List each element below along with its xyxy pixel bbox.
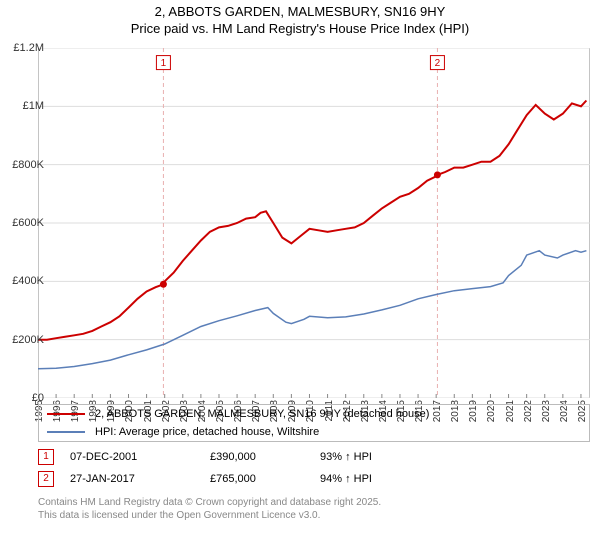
transaction-marker: 2 [38,471,54,487]
y-tick-label: £400K [12,275,44,287]
svg-text:2: 2 [435,58,441,69]
transaction-price: £765,000 [210,473,320,485]
legend-label: HPI: Average price, detached house, Wilt… [95,426,319,438]
legend-swatch [47,431,85,433]
y-tick-label: £200K [12,334,44,346]
transaction-pct: 94% ↑ HPI [320,473,420,485]
transaction-price: £390,000 [210,451,320,463]
y-tick-label: £600K [12,217,44,229]
title-line-1: 2, ABBOTS GARDEN, MALMESBURY, SN16 9HY [0,4,600,21]
y-tick-label: £1.2M [13,42,44,54]
chart-container: 2, ABBOTS GARDEN, MALMESBURY, SN16 9HY P… [0,0,600,560]
legend-item: 2, ABBOTS GARDEN, MALMESBURY, SN16 9HY (… [39,405,589,423]
legend-label: 2, ABBOTS GARDEN, MALMESBURY, SN16 9HY (… [95,408,429,420]
legend-item: HPI: Average price, detached house, Wilt… [39,423,589,441]
chart-svg: 12 [38,48,590,398]
legend-swatch [47,413,85,415]
y-tick-label: £1M [23,100,44,112]
footer-line-2: This data is licensed under the Open Gov… [38,509,381,522]
chart-area: 12 [38,48,590,398]
transaction-pct: 93% ↑ HPI [320,451,420,463]
title-line-2: Price paid vs. HM Land Registry's House … [0,21,600,38]
transaction-row: 1 07-DEC-2001£390,00093% ↑ HPI [38,446,420,468]
transactions-table: 1 07-DEC-2001£390,00093% ↑ HPI 2 27-JAN-201… [38,446,420,490]
transaction-row: 2 27-JAN-2017£765,00094% ↑ HPI [38,468,420,490]
footer: Contains HM Land Registry data © Crown c… [38,496,381,522]
svg-text:1: 1 [161,58,167,69]
y-tick-label: £800K [12,159,44,171]
transaction-date: 27-JAN-2017 [70,473,210,485]
chart-title: 2, ABBOTS GARDEN, MALMESBURY, SN16 9HY P… [0,0,600,38]
legend-box: 2, ABBOTS GARDEN, MALMESBURY, SN16 9HY (… [38,404,590,442]
footer-line-1: Contains HM Land Registry data © Crown c… [38,496,381,509]
transaction-date: 07-DEC-2001 [70,451,210,463]
transaction-marker: 1 [38,449,54,465]
